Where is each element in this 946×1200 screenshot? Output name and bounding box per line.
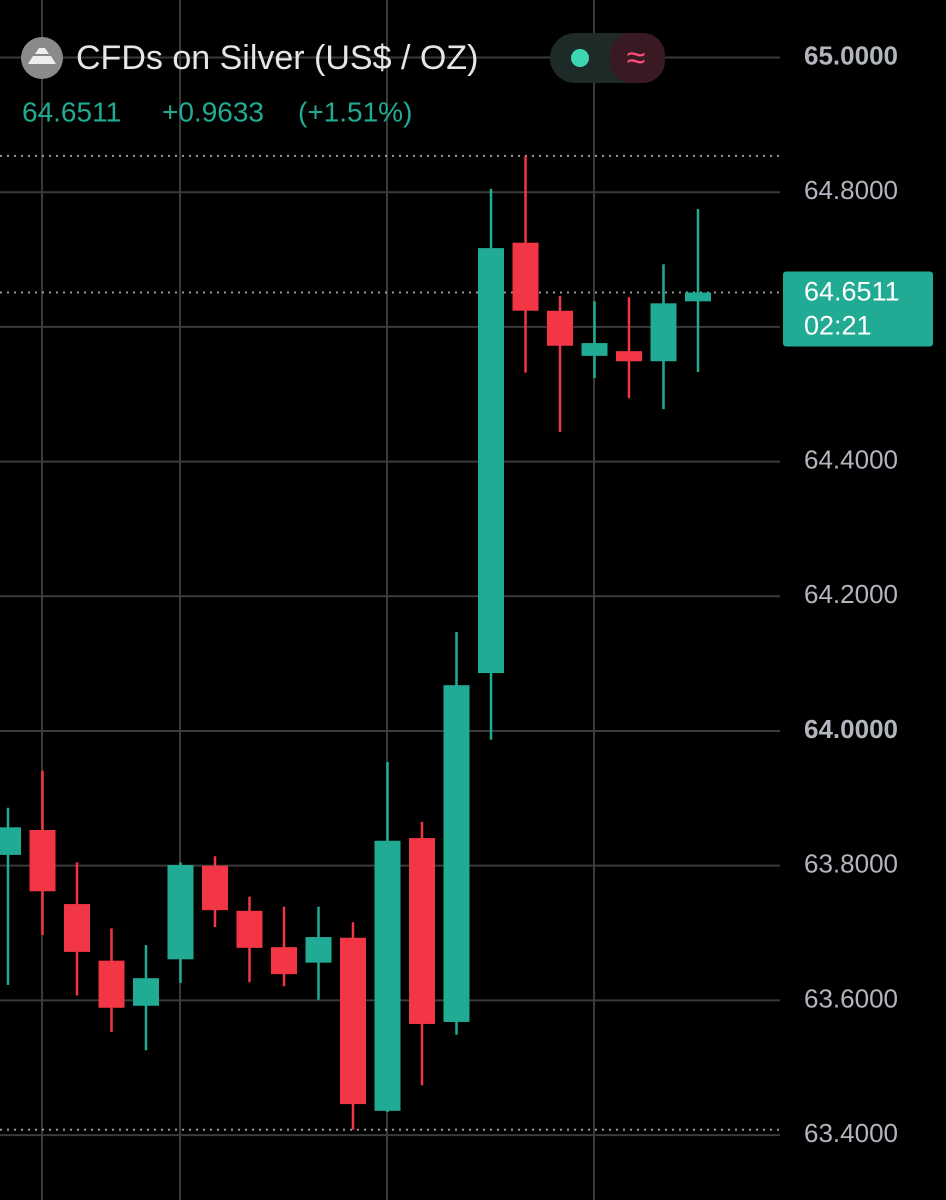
candle-body bbox=[512, 242, 539, 311]
change-percent: (+1.51%) bbox=[298, 96, 412, 127]
change: +0.9633 bbox=[162, 96, 264, 127]
candle-body bbox=[64, 904, 90, 952]
y-tick-label: 64.2000 bbox=[804, 579, 898, 609]
candle-body bbox=[98, 960, 125, 1008]
y-tick-label: 64.8000 bbox=[804, 175, 898, 205]
header: CFDs on Silver (US$ / OZ) ≈ 64.6511 +0.9… bbox=[21, 33, 665, 127]
candle-body bbox=[581, 343, 608, 356]
plot bbox=[0, 56, 780, 1137]
price-box-value: 64.6511 bbox=[804, 277, 900, 307]
candle-body bbox=[409, 838, 435, 1024]
indicator-icon: ≈ bbox=[627, 39, 646, 77]
candle-body bbox=[0, 827, 21, 855]
price-box-bg bbox=[783, 271, 933, 347]
candle-body bbox=[685, 292, 711, 302]
candle-body bbox=[650, 303, 677, 362]
candle-body bbox=[236, 910, 263, 948]
candle-body bbox=[167, 865, 194, 960]
y-tick-label: 63.4000 bbox=[804, 1118, 898, 1148]
symbol-icon-bars bbox=[28, 48, 56, 64]
chart-title: CFDs on Silver (US$ / OZ) bbox=[76, 39, 478, 77]
y-tick-label: 63.6000 bbox=[804, 983, 898, 1013]
candle-body bbox=[271, 947, 297, 975]
candle-body bbox=[340, 937, 366, 1105]
y-tick-label: 63.8000 bbox=[804, 849, 898, 879]
candle-body bbox=[374, 840, 401, 1111]
candle-body bbox=[305, 937, 332, 963]
candle-body bbox=[29, 829, 56, 892]
status-dot bbox=[571, 49, 589, 67]
candle-body bbox=[202, 865, 228, 911]
price-box-countdown: 02:21 bbox=[804, 311, 872, 341]
candle-body bbox=[443, 685, 470, 1022]
y-tick-label: 64.4000 bbox=[804, 444, 898, 474]
last-price: 64.6511 bbox=[22, 96, 121, 127]
price-box: 64.6511 02:21 bbox=[783, 271, 933, 347]
candle-body bbox=[616, 351, 642, 362]
indicator-button[interactable] bbox=[610, 33, 665, 83]
candle-body bbox=[547, 310, 573, 346]
candle-body bbox=[133, 978, 159, 1006]
y-tick-label: 64.0000 bbox=[804, 714, 898, 744]
y-tick-label: 65.0000 bbox=[804, 40, 898, 70]
candle-body bbox=[478, 248, 504, 674]
